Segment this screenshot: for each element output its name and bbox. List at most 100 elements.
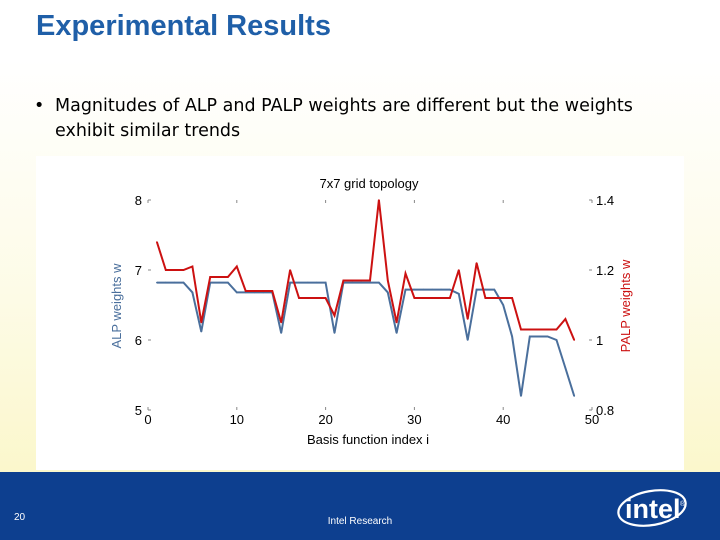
alp-point — [378, 281, 380, 284]
footer-bar: 20 Intel Research intel ® — [0, 472, 720, 540]
chart-title: 7x7 grid topology — [319, 176, 419, 191]
alp-point — [173, 281, 176, 284]
x-tick-label: 30 — [407, 412, 421, 427]
palp-point — [156, 241, 158, 243]
y-right-tick-label: 1.2 — [596, 263, 614, 278]
x-tick-label: 50 — [585, 412, 599, 427]
palp-point — [262, 290, 265, 292]
slide-title: Experimental Results — [36, 10, 331, 42]
palp-point — [511, 297, 513, 299]
alp-point — [360, 281, 362, 284]
palp-point — [386, 279, 389, 282]
palp-point — [342, 279, 345, 282]
alp-point — [289, 281, 291, 284]
palp-point — [502, 297, 505, 299]
alp-point — [458, 293, 460, 295]
line-chart: 7x7 grid topology Basis function index i… — [109, 176, 633, 447]
palp-point — [289, 269, 291, 271]
y-right-tick-label: 1.4 — [596, 193, 614, 208]
palp-point — [236, 265, 238, 268]
alp-point — [164, 281, 167, 284]
x-tick-label: 0 — [144, 412, 151, 427]
y-axis-label-right: PALP weights w — [618, 259, 633, 352]
palp-point — [253, 290, 256, 292]
y-left-tick-label: 5 — [135, 403, 142, 418]
palp-point — [307, 297, 309, 299]
x-axis-label: Basis function index i — [307, 432, 429, 447]
alp-point — [227, 281, 229, 284]
alp-point — [466, 339, 469, 341]
x-tick-label: 40 — [496, 412, 510, 427]
y-axis-label-left: ALP weights w — [109, 263, 124, 349]
palp-point — [564, 318, 567, 320]
axis-ticks: 0 10 20 30 40 50 5 6 7 8 0.8 1 1.2 1.4 — [135, 193, 614, 427]
bullet-marker: • — [34, 96, 45, 116]
palp-point — [555, 328, 558, 331]
alp-point — [298, 281, 300, 284]
series-lines — [155, 199, 576, 397]
alp-point — [324, 281, 327, 284]
palp-point — [280, 321, 282, 324]
alp-point — [404, 288, 407, 291]
alp-point — [502, 304, 505, 306]
alp-point — [564, 367, 567, 369]
alp-point — [369, 281, 371, 284]
alp-point — [511, 335, 513, 338]
palp-point — [422, 297, 425, 299]
alp-point — [395, 332, 398, 334]
x-tick-label: 10 — [230, 412, 244, 427]
alp-point — [315, 281, 318, 284]
y-right-tick-label: 1 — [596, 333, 603, 348]
palp-point — [182, 269, 185, 271]
palp-point — [218, 276, 220, 278]
palp-point — [537, 328, 540, 331]
alp-point — [440, 288, 442, 291]
footer-text: Intel Research — [327, 516, 393, 527]
alp-point — [520, 395, 522, 397]
intel-logo-icon: intel ® — [617, 489, 687, 527]
palp-point — [333, 314, 336, 317]
logo-registered-mark: ® — [680, 500, 686, 508]
alp-point — [484, 288, 487, 291]
alp-point — [431, 288, 433, 291]
palp-point — [529, 328, 531, 331]
palp-point — [413, 297, 416, 299]
palp-point — [209, 276, 211, 278]
palp-point — [395, 321, 398, 324]
palp-point — [440, 297, 442, 299]
alp-point — [573, 395, 576, 397]
palp-point — [520, 328, 522, 331]
palp-point — [315, 297, 318, 299]
logo-wordmark: intel — [625, 494, 681, 524]
palp-point — [378, 199, 380, 201]
palp-point — [360, 279, 362, 282]
palp-point — [244, 290, 247, 292]
palp-point — [546, 328, 549, 331]
x-tick-label: 20 — [318, 412, 332, 427]
alp-point — [493, 288, 496, 291]
alp-point — [413, 288, 416, 291]
alp-series-line — [156, 281, 576, 397]
palp-point — [404, 272, 407, 275]
alp-point — [546, 335, 549, 338]
palp-point — [191, 265, 194, 268]
alp-point — [333, 332, 336, 334]
alp-point — [200, 330, 203, 333]
palp-point — [298, 297, 300, 299]
palp-point — [449, 297, 451, 299]
palp-point — [458, 269, 460, 271]
alp-point — [156, 281, 158, 284]
alp-point — [529, 335, 531, 338]
chart-panel: 7x7 grid topology Basis function index i… — [36, 156, 684, 470]
alp-point — [280, 332, 282, 334]
alp-point — [537, 335, 540, 338]
palp-point — [431, 297, 433, 299]
alp-point — [182, 281, 185, 284]
palp-point — [466, 318, 469, 320]
alp-point — [386, 291, 389, 294]
alp-point — [475, 288, 478, 291]
y-left-tick-label: 8 — [135, 193, 142, 208]
alp-point — [351, 281, 354, 284]
palp-point — [164, 269, 167, 271]
alp-point — [307, 281, 309, 284]
